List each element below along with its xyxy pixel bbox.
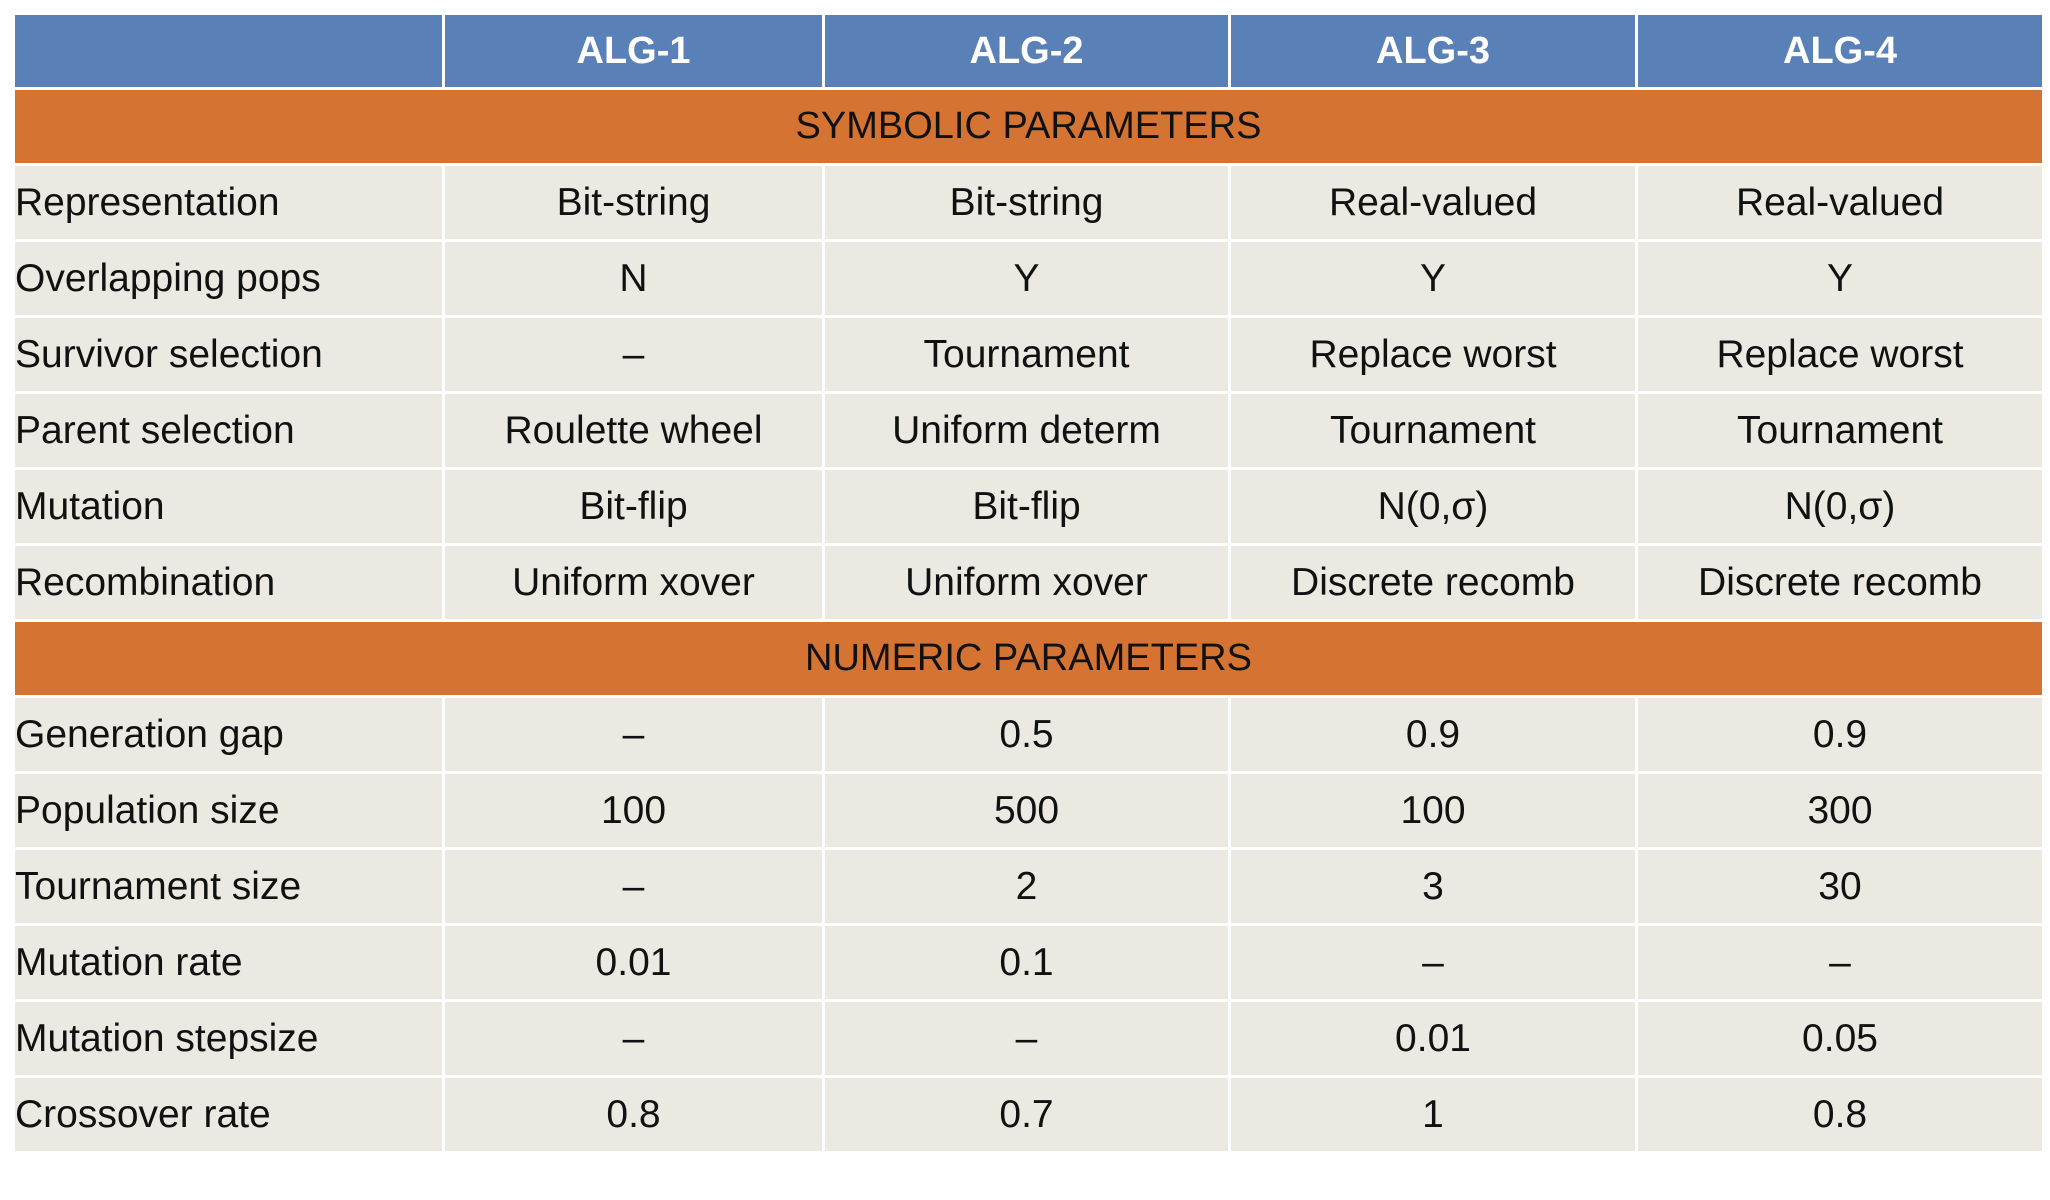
row-label: Mutation rate (12, 923, 445, 1002)
row-label: Mutation stepsize (12, 999, 445, 1078)
table-cell: Real-valued (1635, 163, 2045, 242)
corner-header-cell (12, 12, 445, 90)
table-cell: N(0,σ) (1635, 467, 2045, 546)
table-cell: Replace worst (1228, 315, 1638, 394)
row-label: Crossover rate (12, 1075, 445, 1154)
table-cell: 30 (1635, 847, 2045, 926)
table-cell: 100 (1228, 771, 1638, 850)
table-row: Survivor selection – Tournament Replace … (12, 315, 2045, 394)
table-cell: 0.8 (1635, 1075, 2045, 1154)
table-cell: 3 (1228, 847, 1638, 926)
table-cell: 0.8 (442, 1075, 825, 1154)
table-cell: Replace worst (1635, 315, 2045, 394)
table-row: Tournament size – 2 3 30 (12, 847, 2045, 926)
table-cell: Y (1635, 239, 2045, 318)
table-row: Crossover rate 0.8 0.7 1 0.8 (12, 1075, 2045, 1154)
table-cell: 0.1 (822, 923, 1231, 1002)
section-row-symbolic: SYMBOLIC PARAMETERS (12, 87, 2045, 166)
header-row: ALG-1 ALG-2 ALG-3 ALG-4 (12, 12, 2045, 90)
table-cell: 0.9 (1635, 695, 2045, 774)
table-cell: – (1635, 923, 2045, 1002)
table-cell: 1 (1228, 1075, 1638, 1154)
table-cell: – (442, 315, 825, 394)
table-cell: Y (1228, 239, 1638, 318)
column-header-alg-2: ALG-2 (822, 12, 1231, 90)
table-cell: – (1228, 923, 1638, 1002)
table-cell: 500 (822, 771, 1231, 850)
section-title: SYMBOLIC PARAMETERS (12, 87, 2045, 166)
row-label: Tournament size (12, 847, 445, 926)
table-row: Mutation stepsize – – 0.01 0.05 (12, 999, 2045, 1078)
parameters-table: ALG-1 ALG-2 ALG-3 ALG-4 SYMBOLIC PARAMET… (12, 12, 2045, 1154)
table-cell: Bit-string (442, 163, 825, 242)
table-row: Representation Bit-string Bit-string Rea… (12, 163, 2045, 242)
table-cell: – (442, 695, 825, 774)
table-cell: Uniform determ (822, 391, 1231, 470)
row-label: Mutation (12, 467, 445, 546)
row-label: Survivor selection (12, 315, 445, 394)
row-label: Overlapping pops (12, 239, 445, 318)
table-row: Parent selection Roulette wheel Uniform … (12, 391, 2045, 470)
table-cell: – (442, 847, 825, 926)
table-cell: Discrete recomb (1635, 543, 2045, 622)
table-cell: 300 (1635, 771, 2045, 850)
table-cell: Discrete recomb (1228, 543, 1638, 622)
table-cell: Y (822, 239, 1231, 318)
section-row-numeric: NUMERIC PARAMETERS (12, 619, 2045, 698)
row-label: Representation (12, 163, 445, 242)
row-label: Recombination (12, 543, 445, 622)
table-cell: Real-valued (1228, 163, 1638, 242)
table-cell: Roulette wheel (442, 391, 825, 470)
table-cell: Bit-flip (442, 467, 825, 546)
table-cell: 0.01 (442, 923, 825, 1002)
table-cell: 100 (442, 771, 825, 850)
table-cell: 2 (822, 847, 1231, 926)
table-cell: 0.01 (1228, 999, 1638, 1078)
row-label: Generation gap (12, 695, 445, 774)
table-row: Population size 100 500 100 300 (12, 771, 2045, 850)
table-cell: Bit-flip (822, 467, 1231, 546)
table-cell: – (442, 999, 825, 1078)
table-cell: 0.05 (1635, 999, 2045, 1078)
table-cell: 0.9 (1228, 695, 1638, 774)
table-row: Mutation Bit-flip Bit-flip N(0,σ) N(0,σ) (12, 467, 2045, 546)
section-title: NUMERIC PARAMETERS (12, 619, 2045, 698)
table-cell: Uniform xover (822, 543, 1231, 622)
table-row: Overlapping pops N Y Y Y (12, 239, 2045, 318)
table-row: Mutation rate 0.01 0.1 – – (12, 923, 2045, 1002)
column-header-alg-1: ALG-1 (442, 12, 825, 90)
table-cell: – (822, 999, 1231, 1078)
table-cell: Tournament (1635, 391, 2045, 470)
table-cell: Uniform xover (442, 543, 825, 622)
table-cell: N(0,σ) (1228, 467, 1638, 546)
table-row: Generation gap – 0.5 0.9 0.9 (12, 695, 2045, 774)
table-cell: Bit-string (822, 163, 1231, 242)
table-cell: 0.7 (822, 1075, 1231, 1154)
column-header-alg-3: ALG-3 (1228, 12, 1638, 90)
column-header-alg-4: ALG-4 (1635, 12, 2045, 90)
row-label: Population size (12, 771, 445, 850)
row-label: Parent selection (12, 391, 445, 470)
table-cell: N (442, 239, 825, 318)
table-cell: Tournament (822, 315, 1231, 394)
table-row: Recombination Uniform xover Uniform xove… (12, 543, 2045, 622)
table-cell: Tournament (1228, 391, 1638, 470)
table-cell: 0.5 (822, 695, 1231, 774)
